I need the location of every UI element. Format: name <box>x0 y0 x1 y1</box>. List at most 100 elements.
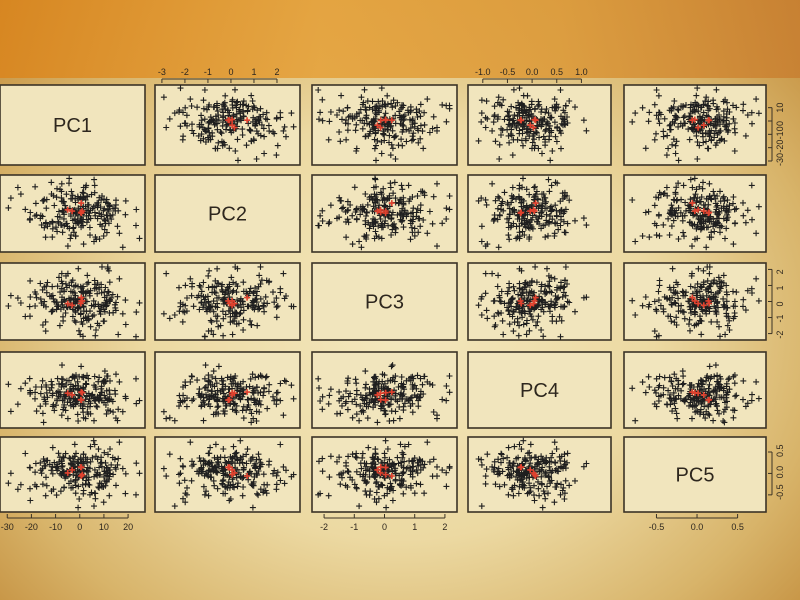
data-point <box>549 216 556 223</box>
data-point <box>446 193 453 199</box>
data-point <box>532 183 538 190</box>
data-point <box>554 180 561 187</box>
data-point <box>55 218 62 225</box>
data-point <box>91 209 98 216</box>
data-point <box>399 121 406 128</box>
data-point <box>27 209 34 216</box>
data-point <box>510 136 517 143</box>
data-point <box>182 104 189 111</box>
data-point <box>194 104 201 111</box>
data-point <box>518 220 525 227</box>
data-point <box>78 224 85 231</box>
data-point <box>478 223 485 230</box>
data-point <box>363 232 370 239</box>
data-point <box>396 199 403 206</box>
tick-label: -10 <box>775 126 785 139</box>
data-point <box>543 217 550 224</box>
data-point <box>700 139 707 146</box>
data-point <box>386 139 392 146</box>
data-point <box>250 114 257 121</box>
highlight-point <box>374 208 381 215</box>
data-point <box>360 205 367 212</box>
data-point <box>417 122 424 129</box>
data-point <box>546 122 553 129</box>
data-point <box>580 215 587 222</box>
data-point <box>369 197 376 204</box>
data-point <box>518 101 525 108</box>
data-point <box>361 206 368 213</box>
data-point <box>417 135 424 142</box>
data-point <box>542 234 549 241</box>
data-point <box>381 202 388 209</box>
data-point <box>109 211 116 218</box>
highlight-point <box>532 117 539 124</box>
data-point <box>378 85 385 92</box>
data-point <box>219 122 226 129</box>
tick-label: 0 <box>775 121 785 126</box>
data-point <box>508 126 515 133</box>
data-point <box>515 99 522 106</box>
data-point <box>713 86 720 93</box>
data-point <box>319 218 326 224</box>
data-point <box>49 234 56 241</box>
data-point <box>489 180 496 187</box>
data-point <box>209 129 216 136</box>
data-point <box>505 224 512 231</box>
data-point <box>38 222 45 228</box>
data-point <box>388 232 395 238</box>
data-point <box>506 211 513 218</box>
data-point <box>690 102 697 109</box>
data-point <box>510 206 517 213</box>
data-point <box>482 124 489 131</box>
data-point <box>417 101 424 108</box>
data-point <box>416 108 423 115</box>
data-point <box>101 205 108 212</box>
data-point <box>513 223 520 230</box>
tick-label: 1 <box>251 67 256 77</box>
data-point <box>521 122 528 129</box>
data-point <box>541 194 548 201</box>
data-point <box>482 114 489 121</box>
data-point <box>542 128 549 135</box>
data-point <box>371 216 378 223</box>
data-point <box>560 116 567 123</box>
data-point <box>704 102 711 109</box>
data-point <box>394 99 401 106</box>
data-point <box>712 142 719 149</box>
data-point <box>392 132 399 139</box>
data-point <box>711 121 718 128</box>
data-point <box>513 124 520 131</box>
data-point <box>478 97 485 104</box>
data-point <box>54 228 61 235</box>
data-point <box>519 228 526 235</box>
data-point <box>319 117 326 124</box>
data-point <box>632 110 639 117</box>
data-point <box>730 102 736 109</box>
data-point <box>509 120 516 127</box>
data-point <box>429 220 436 227</box>
data-point <box>420 145 427 152</box>
highlight-point <box>225 117 232 124</box>
data-point <box>528 98 535 105</box>
data-point <box>564 193 570 199</box>
data-point <box>505 112 512 119</box>
data-point <box>376 212 383 219</box>
data-point <box>531 184 538 191</box>
data-point <box>505 121 512 128</box>
data-point <box>253 156 260 162</box>
data-point <box>516 85 523 92</box>
data-point <box>534 218 540 225</box>
data-point <box>677 209 684 216</box>
data-point <box>248 92 255 99</box>
data-point <box>391 133 398 140</box>
data-point <box>56 208 62 215</box>
data-point <box>533 188 540 195</box>
data-point <box>506 205 513 212</box>
background-orange-band <box>0 0 800 78</box>
data-point <box>696 142 703 149</box>
panel-pc4-pc1 <box>0 351 146 429</box>
data-point <box>742 132 749 139</box>
data-point <box>343 117 349 124</box>
data-point <box>373 191 380 198</box>
data-point <box>234 118 241 125</box>
